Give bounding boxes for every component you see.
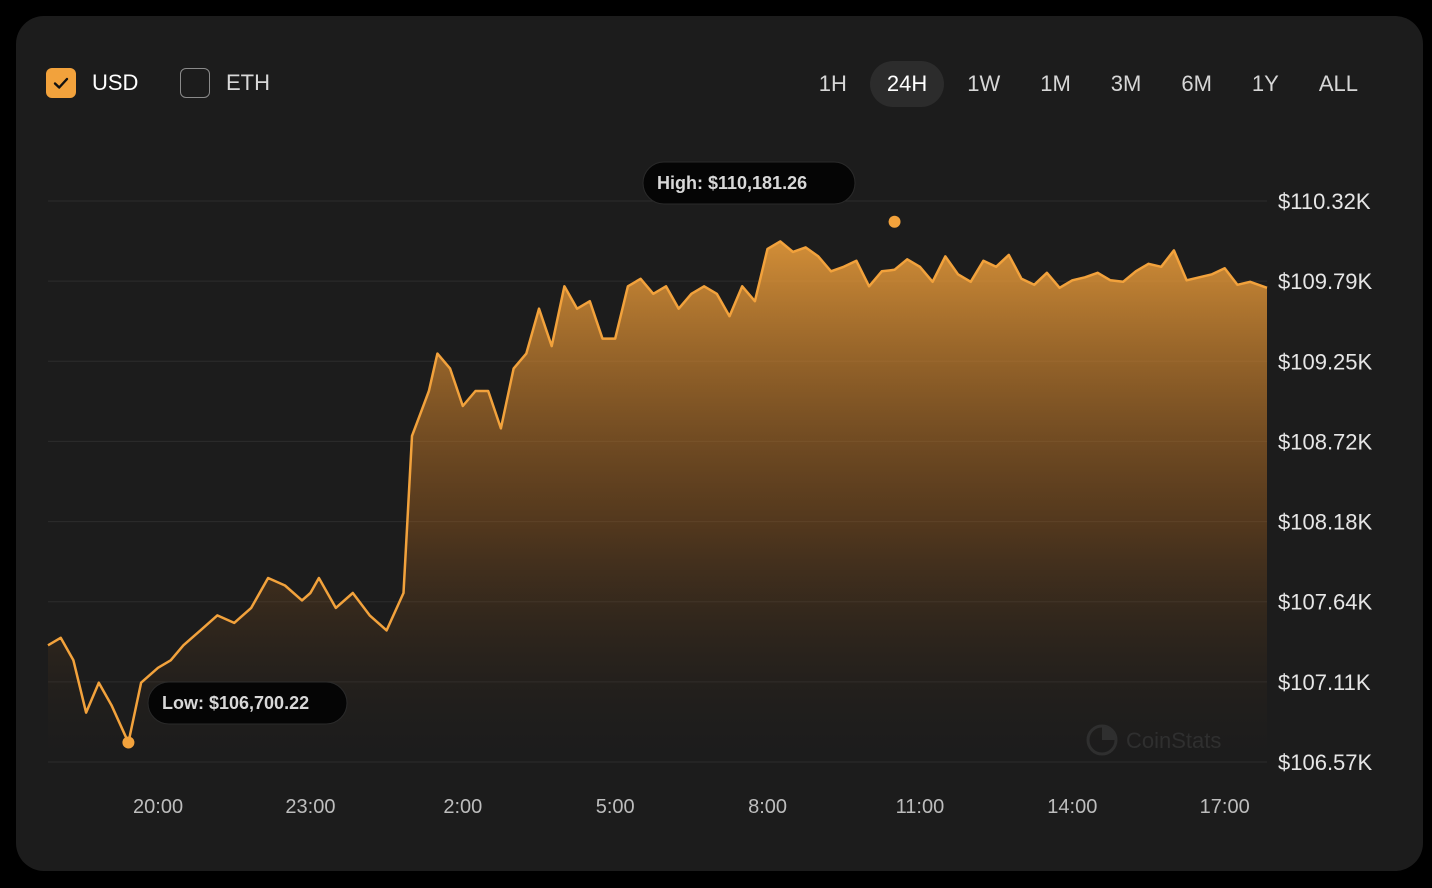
low-point xyxy=(122,736,135,749)
x-tick-label: 14:00 xyxy=(1047,796,1097,818)
usd-label: USD xyxy=(92,70,139,95)
x-tick-label: 8:00 xyxy=(748,796,787,818)
y-tick-label: $107.64K xyxy=(1278,590,1373,615)
watermark-text: CoinStats xyxy=(1126,728,1221,753)
y-tick-label: $108.72K xyxy=(1278,429,1373,454)
usd-toggle[interactable]: USD xyxy=(46,68,138,98)
low-label: Low: $106,700.22 xyxy=(162,693,309,713)
price-line xyxy=(47,240,1268,744)
x-tick-label: 11:00 xyxy=(896,796,945,818)
checkmark-icon xyxy=(53,77,69,89)
range-24h[interactable]: 24H xyxy=(869,61,945,107)
y-tick-label: $109.79K xyxy=(1278,269,1373,294)
coinstats-watermark: CoinStats xyxy=(1086,724,1221,756)
high-callout xyxy=(642,161,856,205)
x-tick-label: 20:00 xyxy=(133,796,183,818)
eth-checkbox[interactable] xyxy=(180,68,210,98)
range-all[interactable]: ALL xyxy=(1318,71,1358,96)
x-tick-label: 23:00 xyxy=(285,796,335,818)
range-1y[interactable]: 1Y xyxy=(1251,71,1279,96)
coinstats-logo-icon xyxy=(1086,724,1118,756)
high-point xyxy=(888,215,901,228)
y-tick-label: $106.57K xyxy=(1278,750,1373,775)
usd-checkbox[interactable] xyxy=(46,68,76,98)
range-6m[interactable]: 6M xyxy=(1181,71,1212,96)
range-1h[interactable]: 1H xyxy=(818,71,847,96)
low-callout xyxy=(147,681,348,725)
range-3m[interactable]: 3M xyxy=(1110,71,1142,96)
high-label: High: $110,181.26 xyxy=(657,173,807,193)
eth-label: ETH xyxy=(226,70,270,95)
eth-toggle[interactable]: ETH xyxy=(180,68,270,98)
y-tick-label: $108.18K xyxy=(1278,510,1373,535)
price-area-fill xyxy=(48,241,1267,762)
range-1w[interactable]: 1W xyxy=(967,71,1001,96)
x-tick-label: 5:00 xyxy=(596,796,635,818)
y-tick-label: $110.32K xyxy=(1278,189,1371,214)
y-tick-label: $107.11K xyxy=(1278,670,1371,695)
y-tick-label: $109.25K xyxy=(1278,349,1373,374)
x-tick-label: 17:00 xyxy=(1200,796,1250,818)
range-1m[interactable]: 1M xyxy=(1040,71,1071,96)
time-range-selector: 1H 24H 1W 1M 3M 6M 1Y ALL xyxy=(796,61,1375,107)
x-tick-label: 2:00 xyxy=(443,796,482,818)
